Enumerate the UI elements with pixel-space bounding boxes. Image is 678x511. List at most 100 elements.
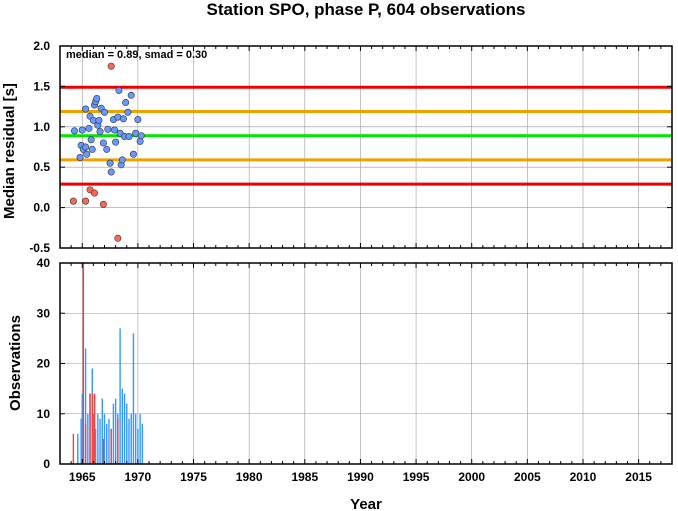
residual-point <box>112 138 120 146</box>
top-y-tick-label: -0.5 <box>29 241 50 255</box>
observation-bar <box>132 333 135 464</box>
outlier-observation-bar <box>72 433 75 464</box>
observation-bar <box>128 418 130 464</box>
residual-point <box>107 168 115 176</box>
x-tick-label: 1975 <box>180 470 207 484</box>
residual-point <box>127 91 135 99</box>
top-y-tick-label: 0.0 <box>33 201 50 215</box>
observation-bar <box>99 418 101 464</box>
outlier-observation-bar <box>102 438 105 464</box>
stats-annotation: median = 0.89, smad = 0.30 <box>66 49 207 61</box>
residual-point <box>82 105 90 113</box>
outlier-observation-bar <box>91 393 93 464</box>
observation-bar <box>92 413 95 464</box>
residual-point <box>119 115 127 123</box>
outlier-point <box>99 200 107 208</box>
observation-bar <box>137 428 139 464</box>
top-panel-frame <box>59 45 673 249</box>
outlier-observation-bar <box>117 418 119 464</box>
observation-bar <box>81 393 83 464</box>
bottom-y-tick-label: 30 <box>37 306 51 320</box>
observation-bar <box>114 398 117 464</box>
residual-point <box>83 150 91 158</box>
residual-panel: -0.5 0.0 0.5 1.0 1.5 2.0 <box>29 39 673 255</box>
top-y-tick-label: 1.5 <box>33 79 50 93</box>
bottom-y-tick-label: 10 <box>37 407 51 421</box>
residual-point <box>106 159 114 167</box>
outlier-point <box>114 234 122 242</box>
observation-bar <box>108 418 110 464</box>
x-tick-label: 1995 <box>403 470 430 484</box>
top-y-tick-label: 0.5 <box>33 160 50 174</box>
residual-point <box>93 95 101 103</box>
observation-bar <box>130 413 132 464</box>
residual-point <box>76 154 84 162</box>
residual-point <box>118 156 126 164</box>
observation-bar <box>123 393 126 464</box>
observations-panel: 1965 1970 1975 1980 1985 1990 1995 2000 2005 2010… <box>37 256 673 484</box>
x-tick-label: 2015 <box>625 470 652 484</box>
observation-bar <box>112 403 115 464</box>
residual-point <box>88 145 96 153</box>
residual-point <box>115 86 123 94</box>
observation-bar <box>126 403 128 464</box>
outlier-point <box>82 197 90 205</box>
outlier-observation-bar <box>89 393 91 464</box>
observation-bar <box>97 413 99 464</box>
bottom-y-tick-label: 20 <box>37 357 51 371</box>
chart-title: Station SPO, phase P, 604 observations <box>206 0 525 19</box>
residual-point <box>99 139 107 147</box>
observation-bar <box>119 328 121 464</box>
residual-point <box>82 143 90 151</box>
x-tick-label: 2010 <box>570 470 597 484</box>
x-tick-label: 2000 <box>458 470 485 484</box>
bottom-y-tick-label: 40 <box>37 256 51 270</box>
observation-bar <box>87 413 89 464</box>
residual-point <box>122 99 130 107</box>
residual-point <box>129 150 137 158</box>
outlier-point <box>90 189 98 197</box>
x-tick-label: 1980 <box>236 470 263 484</box>
observation-bar <box>139 413 141 464</box>
observation-bar <box>141 423 144 464</box>
residual-point <box>136 137 144 145</box>
x-tick-label: 1965 <box>69 470 96 484</box>
observation-bar <box>134 413 137 464</box>
residual-point <box>134 116 142 124</box>
observation-bar <box>103 413 106 464</box>
outlier-observation-bar <box>82 263 85 464</box>
residual-point <box>125 132 133 140</box>
residual-point <box>96 128 104 136</box>
observation-bar <box>77 433 79 464</box>
x-tick-label: 1990 <box>347 470 374 484</box>
residual-point <box>95 116 103 124</box>
x-tick-label: 1970 <box>125 470 152 484</box>
residual-point <box>124 108 132 116</box>
observation-bar <box>101 398 103 464</box>
residual-point <box>137 132 145 140</box>
residual-point <box>70 127 78 135</box>
outlier-observation-bar <box>93 393 96 464</box>
observation-bar <box>121 388 124 464</box>
observation-bar <box>94 428 97 464</box>
residual-point <box>87 136 95 144</box>
top-y-tick-label: 2.0 <box>33 39 50 53</box>
residual-point <box>78 126 86 134</box>
outlier-observation-bar <box>110 428 112 464</box>
residual-point <box>85 124 93 132</box>
bottom-y-axis-label: Observations <box>7 315 24 411</box>
bottom-y-tick-label: 0 <box>43 457 50 471</box>
residual-point <box>101 108 109 116</box>
top-y-tick-label: 1.0 <box>33 120 50 134</box>
x-tick-label: 1985 <box>291 470 318 484</box>
x-tick-label: 2005 <box>514 470 541 484</box>
outlier-point <box>69 197 77 205</box>
top-y-axis-label: Median residual [s] <box>1 83 18 219</box>
residual-point <box>104 125 112 133</box>
residual-point <box>103 145 111 153</box>
outlier-observation-bar <box>84 423 87 464</box>
residual-point <box>111 126 119 134</box>
outlier-point <box>107 62 115 70</box>
x-axis-label: Year <box>350 496 382 511</box>
